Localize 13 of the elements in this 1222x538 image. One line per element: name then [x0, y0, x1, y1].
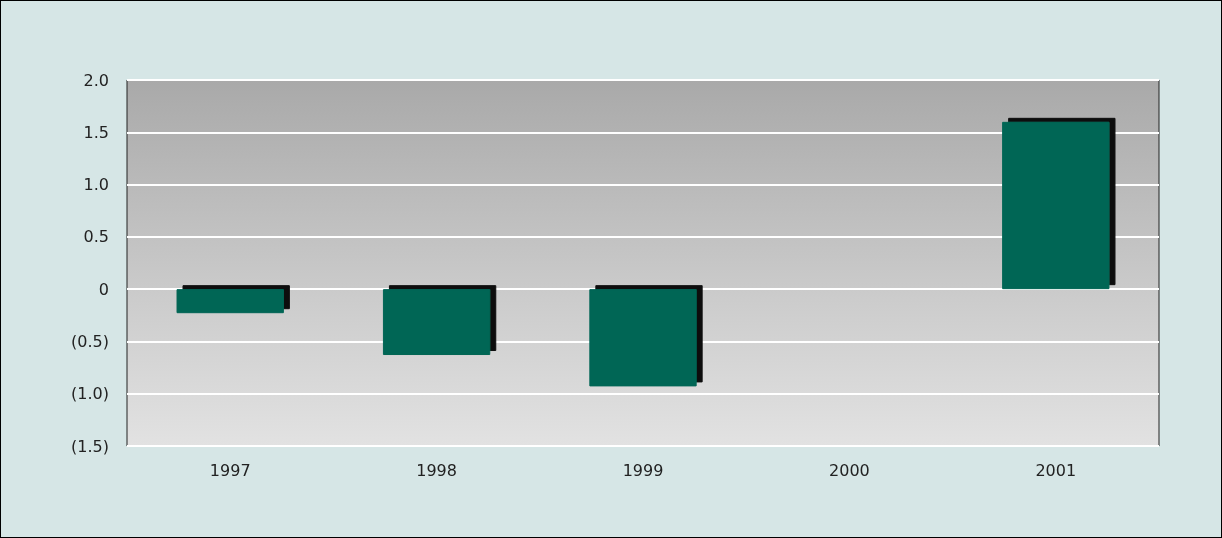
y-tick-label: (1.0)	[71, 384, 109, 404]
x-tick-label: 1999	[622, 460, 664, 480]
y-tick-label: 0	[98, 279, 109, 299]
x-tick-label: 2000	[829, 460, 870, 480]
x-tick-label: 1998	[416, 460, 457, 480]
x-tick-label: 1997	[209, 460, 251, 480]
y-tick-label: 1.0	[83, 175, 109, 195]
y-tick-label: (0.5)	[71, 331, 109, 351]
y-tick-label: 0.5	[83, 227, 109, 247]
y-tick-label: 2.0	[83, 70, 109, 90]
y-tick-label: (1.5)	[71, 436, 109, 456]
x-tick-label: 2001	[1035, 460, 1077, 480]
y-tick-label: 1.5	[83, 122, 109, 142]
